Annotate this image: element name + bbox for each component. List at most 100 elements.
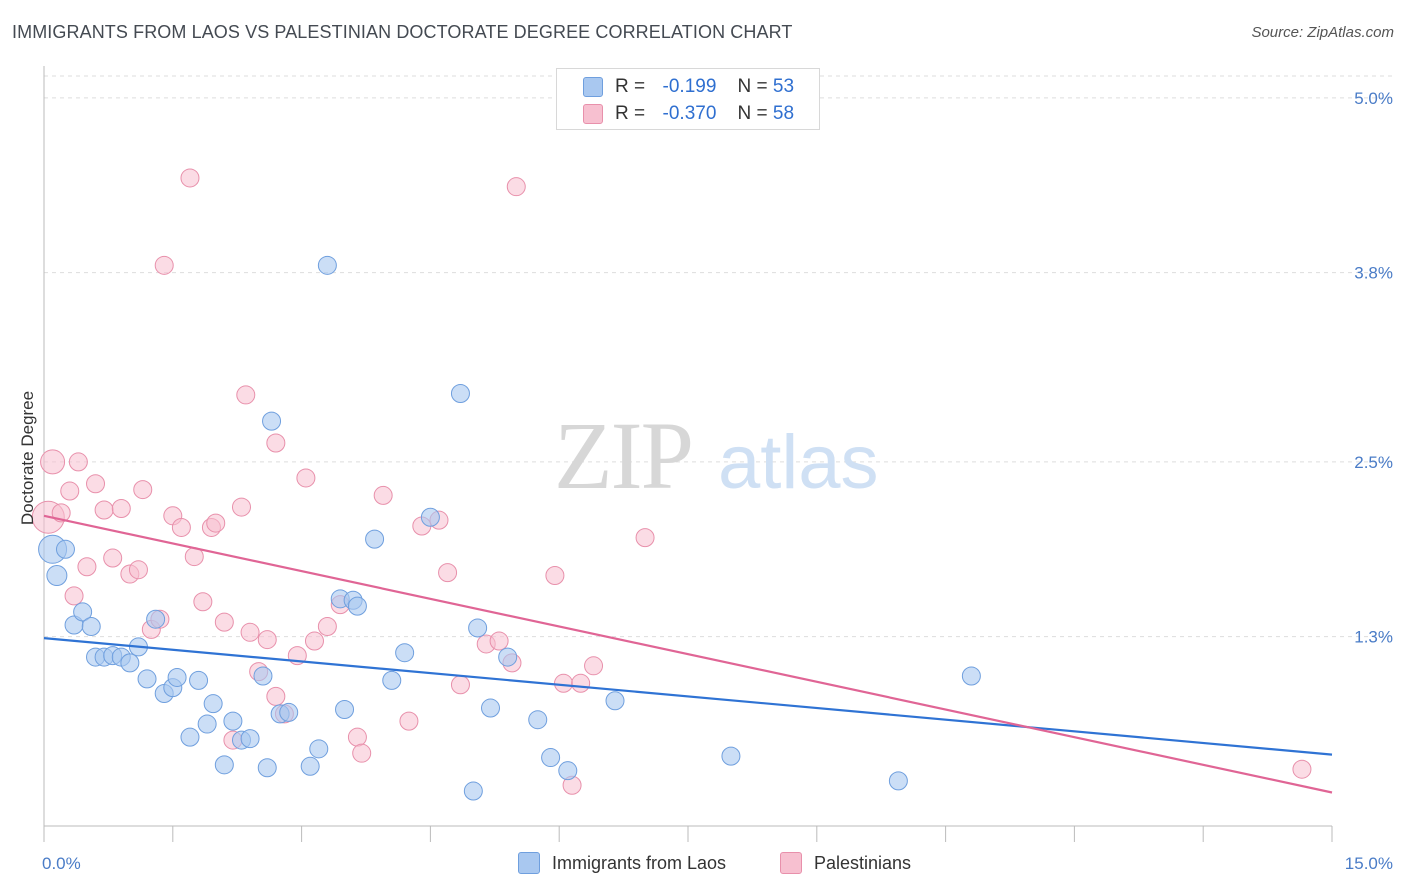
data-point-laos (197, 714, 217, 734)
data-point-palestinians (206, 513, 226, 533)
data-point-laos (203, 694, 223, 714)
data-point-laos (180, 727, 200, 747)
y-tick-label: 3.8% (1354, 264, 1393, 283)
data-point-laos (468, 618, 488, 638)
data-point-laos (365, 529, 385, 549)
data-point-laos (481, 698, 501, 718)
data-point-laos (73, 602, 93, 622)
data-point-palestinians (240, 622, 260, 642)
data-point-laos (146, 609, 166, 629)
x-tick-label: 0.0% (42, 854, 81, 873)
legend-label-palestinians: Palestinians (814, 852, 912, 873)
trend-line-laos (43, 637, 1333, 756)
data-point-palestinians (86, 474, 106, 494)
axes (43, 66, 1333, 842)
data-point-palestinians (180, 168, 200, 188)
data-point-palestinians (193, 592, 213, 612)
data-point-laos (498, 647, 518, 667)
grid-lines (44, 75, 1392, 638)
trend-lines (43, 514, 1333, 794)
data-point-palestinians (214, 612, 234, 632)
data-point-laos (528, 710, 548, 730)
legend-item-laos[interactable]: Immigrants from Laos (518, 852, 726, 874)
data-point-laos (253, 666, 273, 686)
legend-label-laos: Immigrants from Laos (552, 852, 727, 873)
x-tick-label: 15.0% (1345, 854, 1393, 873)
data-point-laos (223, 711, 243, 731)
data-point-palestinians (571, 673, 591, 693)
data-point-laos (721, 746, 741, 766)
data-point-palestinians (489, 631, 509, 651)
data-point-laos (541, 748, 561, 768)
r-value: -0.370 (662, 103, 717, 124)
stats-row-palestinians: R = -0.370 N = 58 (583, 102, 794, 126)
data-point-palestinians (128, 560, 148, 580)
y-tick-label: 1.3% (1354, 628, 1393, 647)
chart-title: IMMIGRANTS FROM LAOS VS PALESTINIAN DOCT… (12, 22, 793, 42)
data-point-palestinians (266, 433, 286, 453)
data-point-palestinians (506, 177, 526, 197)
n-label: N = (737, 76, 768, 97)
source-label: Source: ZipAtlas.com (1251, 24, 1394, 41)
data-point-laos (605, 691, 625, 711)
data-point-palestinians (60, 481, 80, 501)
data-point-laos (888, 771, 908, 791)
data-point-laos (961, 666, 981, 686)
data-point-palestinians (317, 616, 337, 636)
data-point-palestinians (77, 557, 97, 577)
series-legend: Immigrants from Laos Palestinians (0, 852, 1406, 878)
series-laos-points (38, 255, 981, 801)
data-point-laos (46, 565, 68, 587)
r-label: R = (615, 103, 646, 124)
data-point-laos (395, 643, 415, 663)
data-point-palestinians (373, 485, 393, 505)
data-point-palestinians (296, 468, 316, 488)
data-point-palestinians (133, 480, 153, 500)
data-point-laos (335, 699, 355, 719)
data-point-laos (55, 539, 75, 559)
data-point-palestinians (111, 499, 131, 519)
data-point-palestinians (347, 727, 367, 747)
y-tick-label: 5.0% (1354, 89, 1393, 108)
swatch-laos (583, 77, 603, 97)
data-point-laos (257, 758, 277, 778)
y-axis-label: Doctorate Degree (18, 391, 37, 525)
r-label: R = (615, 76, 646, 97)
data-point-palestinians (545, 566, 565, 586)
data-point-laos (81, 616, 101, 636)
data-point-palestinians (584, 656, 604, 676)
data-point-laos (309, 739, 329, 759)
data-point-laos (189, 670, 209, 690)
stats-legend: R = -0.199 N = 53 R = -0.370 N = 58 (556, 68, 820, 130)
data-point-palestinians (438, 563, 458, 583)
n-label: N = (737, 103, 768, 124)
data-point-laos (137, 669, 157, 689)
data-point-palestinians (154, 255, 174, 275)
data-point-laos (214, 755, 234, 775)
data-point-laos (558, 761, 578, 781)
tick-labels: 1.3% 2.5% 3.8% 5.0% 0.0% 15.0% (42, 89, 1393, 873)
data-point-palestinians (257, 630, 277, 650)
data-point-palestinians (231, 497, 251, 517)
data-point-palestinians (51, 503, 71, 523)
data-point-laos (262, 411, 282, 431)
data-point-palestinians (635, 528, 655, 548)
data-point-palestinians (236, 385, 256, 405)
data-point-laos (382, 670, 402, 690)
data-point-laos (279, 702, 299, 722)
swatch-palestinians (583, 104, 603, 124)
trend-line-palestinians (43, 514, 1333, 794)
watermark-zip: ZIP (554, 402, 692, 509)
r-value: -0.199 (662, 76, 717, 97)
y-tick-label: 2.5% (1354, 453, 1393, 472)
watermark-atlas: atlas (718, 420, 879, 505)
data-point-palestinians (64, 586, 84, 606)
data-point-palestinians (94, 500, 114, 520)
data-point-laos (420, 507, 440, 527)
data-point-palestinians (40, 449, 66, 475)
data-point-laos (317, 255, 337, 275)
legend-item-palestinians[interactable]: Palestinians (780, 852, 911, 874)
legend-swatch-laos (518, 852, 540, 874)
data-point-laos (463, 781, 483, 801)
data-point-palestinians (266, 686, 286, 706)
